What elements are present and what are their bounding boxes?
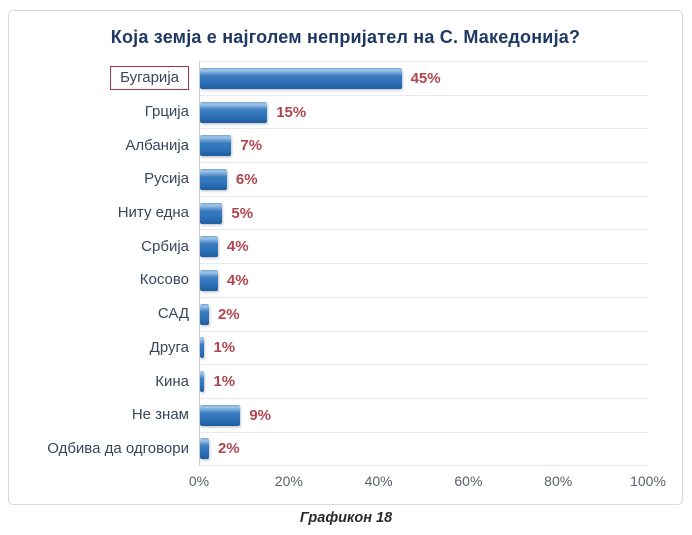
bar-row: 6% (200, 162, 648, 196)
value-label: 15% (276, 103, 307, 121)
category-label: Албанија (125, 136, 189, 154)
category-label-row: САД (9, 297, 199, 331)
category-label-row: Кина (9, 364, 199, 398)
plot-area: 45% 15% 7% 6% 5% 4% 4% 2% 1% 1% 9% 2% (199, 61, 648, 467)
bar-row: 9% (200, 397, 648, 432)
bar-row: 1% (200, 364, 648, 398)
bar-row: 45% (200, 61, 648, 95)
x-axis: 0% 20% 40% 60% 80% 100% (189, 466, 666, 496)
category-label-row: Албанија (9, 128, 199, 162)
bar-row: 4% (200, 263, 648, 297)
chart-caption: Графикон 18 (299, 510, 393, 526)
chart-frame: Која земја е најголем непријател на С. М… (8, 10, 683, 505)
bar-row: 4% (200, 229, 648, 263)
bar (200, 101, 268, 123)
value-label: 1% (213, 373, 236, 391)
value-label: 2% (217, 440, 240, 458)
category-label: Одбива да одговори (47, 439, 189, 457)
bar (200, 269, 218, 291)
category-label: Ниту една (117, 204, 189, 222)
bar (200, 404, 241, 426)
chart-title: Која земја е најголем непријател на С. М… (110, 27, 581, 47)
category-label-row: Друга (9, 331, 199, 365)
category-label-row: Косово (9, 263, 199, 297)
x-tick-label: 40% (364, 473, 393, 490)
bar (200, 438, 209, 460)
bar-row: 1% (200, 330, 648, 365)
x-tick-label: 0% (188, 473, 210, 490)
bar (200, 202, 223, 224)
category-label: САД (157, 305, 189, 323)
bar (200, 67, 402, 89)
value-label: 1% (213, 339, 236, 357)
bar (200, 337, 205, 359)
bar (200, 303, 209, 325)
category-label-highlighted: Бугарија (110, 65, 189, 90)
category-label-row: Бугарија (9, 61, 199, 95)
category-label-row: Одбива да одговори (9, 432, 199, 466)
category-label-row: Ниту една (9, 196, 199, 230)
value-label: 45% (410, 69, 441, 87)
category-label: Косово (139, 271, 189, 289)
x-tick-label: 60% (454, 473, 483, 490)
value-label: 4% (226, 271, 249, 289)
category-label-row: Грција (9, 95, 199, 129)
value-label: 5% (231, 204, 254, 222)
category-label-row: Србија (9, 229, 199, 263)
bar-row: 15% (200, 94, 648, 129)
bar (200, 135, 232, 157)
value-label: 9% (249, 406, 271, 424)
bar-row: 7% (200, 128, 648, 162)
category-label: Не знам (131, 406, 189, 424)
category-label: Грција (144, 103, 189, 121)
bar (200, 371, 205, 393)
value-label: 7% (240, 137, 263, 155)
category-label: Друга (149, 338, 189, 356)
bar-row: 2% (200, 296, 648, 331)
x-tick-label: 100% (630, 473, 666, 490)
bar-row: 5% (200, 195, 648, 230)
chart-body: Бугарија Грција Албанија Русија Ниту една Срб… (9, 61, 648, 467)
x-tick-label: 20% (274, 473, 303, 490)
value-label: 2% (217, 305, 240, 323)
category-label-row: Русија (9, 162, 199, 196)
value-label: 4% (226, 238, 249, 256)
category-label: Србија (141, 237, 189, 255)
bar (200, 236, 218, 258)
x-tick-label: 80% (544, 473, 573, 490)
category-label-row: Не знам (9, 398, 199, 432)
bar-row: 2% (200, 431, 648, 466)
category-label: Кина (155, 372, 189, 390)
bar (200, 168, 227, 190)
value-label: 6% (235, 170, 258, 188)
category-label: Русија (144, 170, 189, 188)
category-column: Бугарија Грција Албанија Русија Ниту една Срб… (9, 61, 199, 466)
